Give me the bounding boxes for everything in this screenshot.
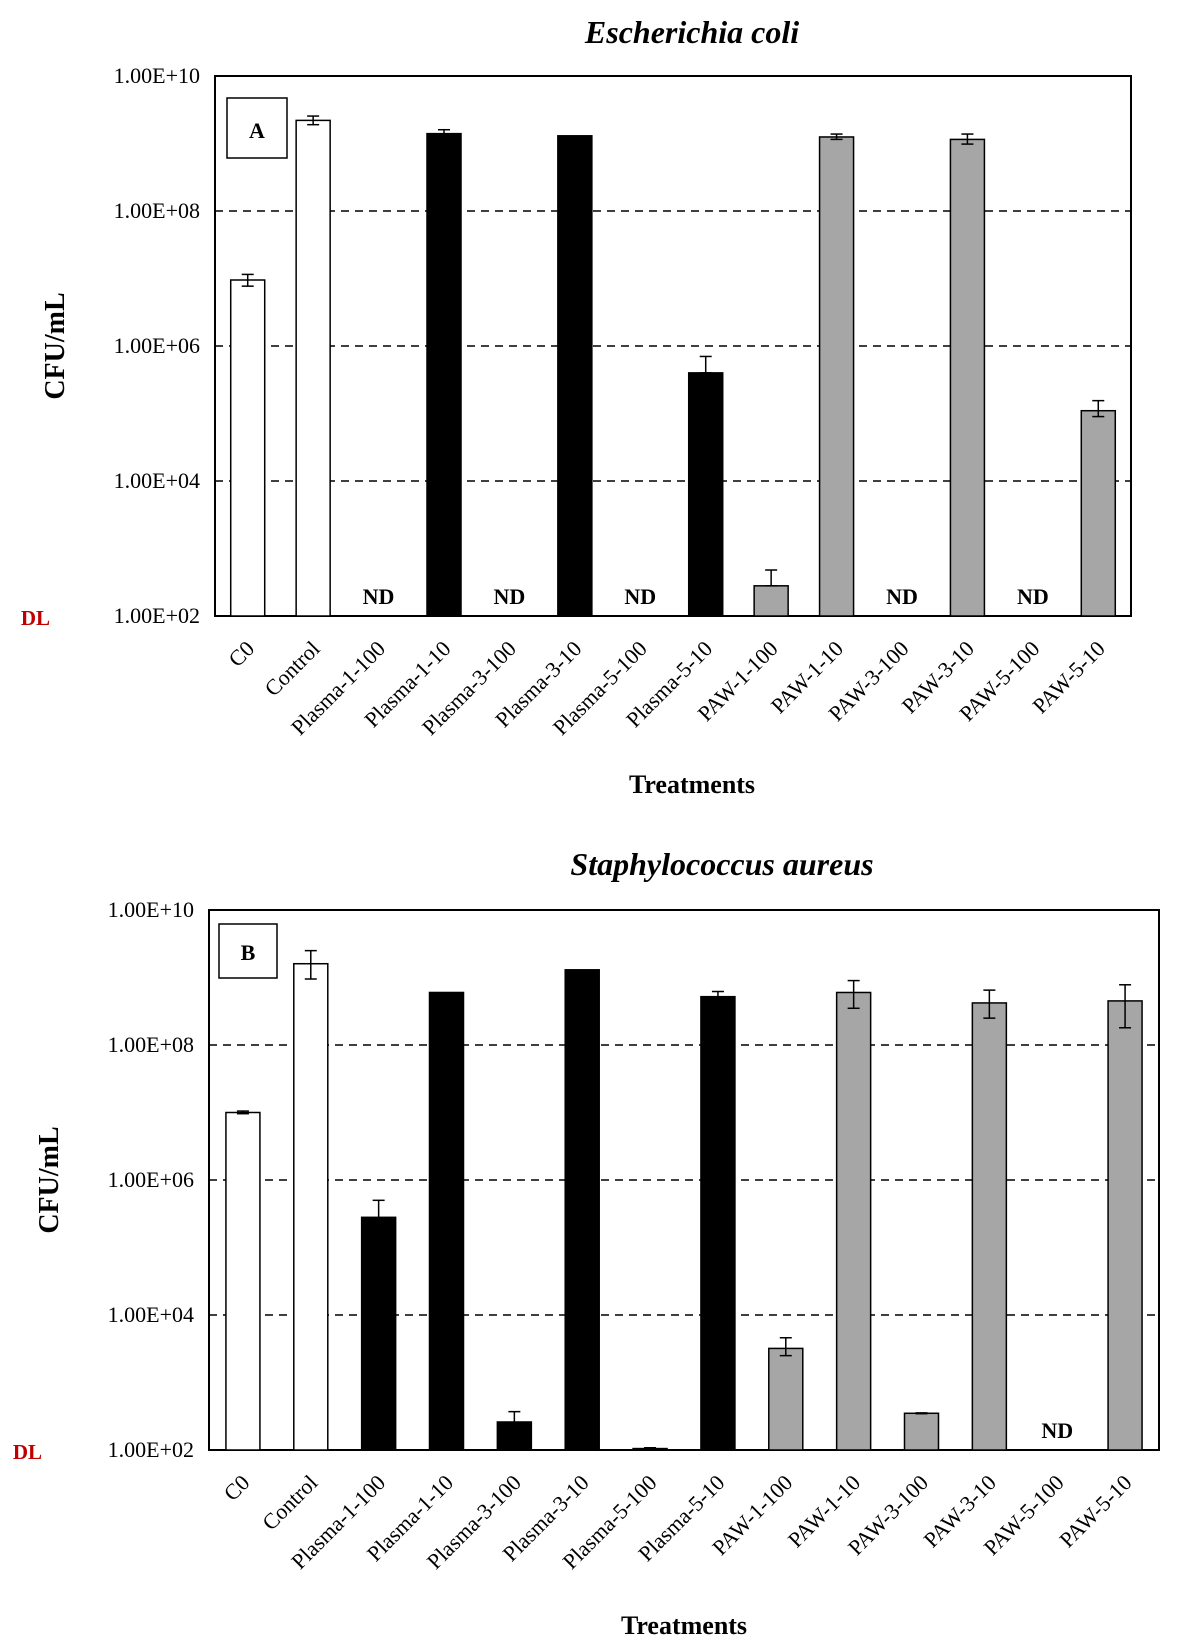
panel-b-bar	[564, 969, 600, 1451]
panel-a-bar	[949, 138, 986, 617]
panel-b-ytick-1e4: 1.00E+04	[108, 1302, 194, 1327]
panel-a-ytick-1e2: 1.00E+02	[114, 603, 200, 628]
panel-b-bar	[768, 1347, 804, 1451]
panel-a-bars: ND ND ND ND ND	[229, 115, 1117, 617]
panel-a-xtick-labels: C0 ControlPlasma-1-100Plasma-1-10Plasma-3…	[223, 636, 1109, 740]
panel-b-xlabel: Treatments	[621, 1611, 747, 1640]
panel-b-nd-label: ND	[1041, 1418, 1073, 1443]
panel-b-bar	[1107, 1000, 1143, 1451]
panel-b-ytick-1e2: 1.00E+02	[108, 1437, 194, 1462]
panel-b-xtick-label: Control	[257, 1470, 322, 1535]
panel-a-nd-label: ND	[1017, 584, 1049, 609]
panel-a-bar	[557, 135, 593, 617]
panel-b-bar	[971, 1002, 1008, 1451]
panel-b-bar	[496, 1421, 533, 1451]
panel-a-chart: Escherichia coli ND ND ND ND ND A 1.00E+10 1…	[21, 14, 1132, 799]
panel-a-nd-label: ND	[624, 584, 656, 609]
panel-b-ylabel: CFU/mL	[34, 1126, 65, 1233]
panel-b-xtick-label: C0	[219, 1470, 255, 1506]
panel-b-ytick-1e8: 1.00E+08	[108, 1032, 194, 1057]
panel-a-label-box	[226, 97, 288, 159]
panel-a-bar	[295, 119, 331, 617]
panel-a-bar	[753, 585, 789, 617]
panel-b-label-box	[218, 923, 278, 979]
panel-b-bar	[700, 995, 736, 1451]
panel-b-bars: ND	[225, 949, 1143, 1451]
panel-a-bar	[229, 279, 266, 617]
panel-b-xtick-labels: C0 ControlPlasma-1-100Plasma-1-10Plasma-3…	[219, 1470, 1137, 1574]
panel-a-ytick-1e6: 1.00E+06	[114, 333, 200, 358]
panel-b-dl-label: DL	[13, 1440, 42, 1464]
panel-a-dl-label: DL	[21, 606, 50, 630]
panel-a-title: Escherichia coli	[584, 14, 799, 50]
panel-b-bar	[835, 991, 872, 1451]
panel-a-nd-label: ND	[494, 584, 526, 609]
panel-a-xtick-label: Control	[259, 636, 324, 701]
panel-a-nd-label: ND	[886, 584, 918, 609]
panel-b-bar	[360, 1216, 397, 1451]
panel-b-bar	[225, 1111, 261, 1451]
panel-b-ytick-1e6: 1.00E+06	[108, 1167, 194, 1192]
panel-a-xlabel: Treatments	[629, 770, 755, 799]
panel-b-bar	[293, 962, 329, 1451]
panel-a-xtick-label: PAW-5-10	[1027, 636, 1109, 718]
panel-a-gridlines	[215, 210, 1131, 482]
panel-a-plot-area	[214, 75, 1132, 617]
panel-b-bar	[903, 1412, 940, 1451]
panel-a-xtick-label: C0	[223, 636, 259, 672]
panel-a-bar	[426, 132, 462, 617]
panel-a-ytick-1e10: 1.00E+10	[114, 63, 200, 88]
panel-b-title: Staphylococcus aureus	[570, 846, 873, 882]
panel-b-xtick-label: PAW-5-10	[1054, 1470, 1136, 1552]
panel-b-ytick-1e10: 1.00E+10	[108, 897, 194, 922]
panel-a-nd-label: ND	[363, 584, 395, 609]
panel-a-bar	[687, 372, 724, 617]
panel-b-chart: Staphylococcus aureus ND B 1.00E+10 1.00…	[13, 846, 1160, 1640]
panel-a-ytick-1e8: 1.00E+08	[114, 198, 200, 223]
panel-b-bar	[428, 991, 465, 1451]
panel-a-ylabel: CFU/mL	[40, 292, 71, 399]
panel-b-label: B	[241, 940, 256, 965]
panel-a-bar	[1080, 409, 1117, 617]
panel-a-label: A	[249, 118, 265, 143]
panel-b-gridlines	[209, 1044, 1159, 1316]
panel-a-bar	[818, 136, 855, 617]
panel-a-ytick-1e4: 1.00E+04	[114, 468, 200, 493]
